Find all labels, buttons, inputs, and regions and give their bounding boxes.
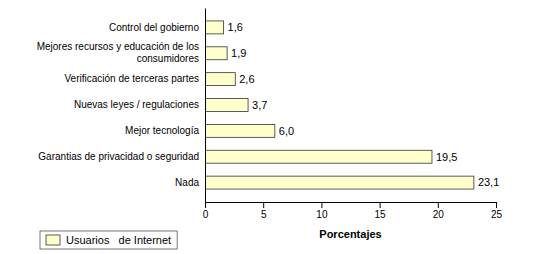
x-tick: 25 <box>491 202 503 220</box>
x-tick-mark <box>205 202 206 208</box>
data-labels: 23,1 19,5 6,0 3,7 2,6 1,9 1,6 <box>228 21 500 188</box>
legend-frame <box>40 231 177 249</box>
x-tick: 15 <box>375 202 387 220</box>
chart: 23,1 19,5 6,0 3,7 2,6 1,9 1,6 0 5 10 15 20 25 Nada Gar… <box>0 0 536 254</box>
x-tick-mark <box>380 202 381 208</box>
y-tick-label: Verificación de terceras partes <box>64 73 199 84</box>
y-tick-label-line: Verificación de terceras partes <box>64 73 199 84</box>
y-tick: Mejor tecnología <box>125 125 199 136</box>
y-tick-label: Mejor tecnología <box>125 125 199 136</box>
x-axis-title: Porcentajes <box>319 228 381 240</box>
x-tick: 20 <box>433 202 445 220</box>
x-axis: 0 5 10 15 20 25 <box>203 202 503 220</box>
y-tick-label: Garantias de privacidad o seguridad <box>38 151 199 162</box>
y-tick-label-line: Nada <box>175 177 199 188</box>
data-label: 2,6 <box>239 73 254 85</box>
data-label: 3,7 <box>252 99 267 111</box>
data-label: 19,5 <box>436 151 457 163</box>
bar <box>205 124 275 137</box>
bar <box>205 176 474 189</box>
y-tick-label-line: Control del gobierno <box>109 22 199 33</box>
plot: 23,1 19,5 6,0 3,7 2,6 1,9 1,6 0 5 10 15 20 25 Nada Gar… <box>37 9 503 221</box>
y-tick-label-line: Garantias de privacidad o seguridad <box>38 151 199 162</box>
y-axis: Nada Garantias de privacidad o seguridad M… <box>37 9 206 203</box>
legend-item: Usuarios de Internet <box>46 234 171 246</box>
x-tick-label: 20 <box>433 209 445 220</box>
y-tick-label-line: Mejor tecnología <box>125 125 199 136</box>
y-tick: Control del gobierno <box>109 22 199 33</box>
x-tick: 0 <box>203 202 209 220</box>
y-tick-label: Control del gobierno <box>109 22 199 33</box>
x-tick-label: 15 <box>375 209 387 220</box>
data-label: 23,1 <box>478 176 499 188</box>
y-tick: Mejores recursos y educación de losconsu… <box>37 41 199 64</box>
bar <box>205 99 248 112</box>
x-tick-mark <box>438 202 439 208</box>
x-tick-label: 10 <box>316 209 328 220</box>
x-tick: 10 <box>316 202 328 220</box>
y-tick: Nuevas leyes / regulaciones <box>74 99 199 110</box>
x-tick-label: 5 <box>261 209 267 220</box>
y-axis-line <box>205 9 206 203</box>
legend-label: Usuarios de Internet <box>66 234 171 246</box>
x-tick-mark <box>321 202 322 208</box>
data-label: 6,0 <box>279 125 294 137</box>
y-tick-label: Nada <box>175 177 199 188</box>
y-tick-label-line: Nuevas leyes / regulaciones <box>74 99 199 110</box>
x-tick-label: 25 <box>491 209 503 220</box>
bar <box>205 150 432 163</box>
bar <box>205 21 224 34</box>
x-tick-mark <box>496 202 497 208</box>
y-tick-label-line: consumidores <box>137 53 199 64</box>
data-label: 1,9 <box>231 47 246 59</box>
legend-swatch <box>46 235 60 245</box>
bar <box>205 47 227 60</box>
x-axis-line <box>206 203 497 209</box>
x-tick: 5 <box>261 202 267 220</box>
legend: Usuarios de Internet <box>40 231 177 249</box>
x-tick-label: 0 <box>203 209 209 220</box>
y-tick-label: Mejores recursos y educación de losconsu… <box>37 41 199 64</box>
bars <box>205 21 474 189</box>
y-tick: Garantias de privacidad o seguridad <box>38 151 199 162</box>
x-tick-mark <box>263 202 264 208</box>
data-label: 1,6 <box>228 21 243 33</box>
y-tick-label-line: Mejores recursos y educación de los <box>37 41 199 52</box>
bar <box>205 73 235 86</box>
y-tick: Nada <box>175 177 199 188</box>
y-tick-label: Nuevas leyes / regulaciones <box>74 99 199 110</box>
y-tick: Verificación de terceras partes <box>64 73 199 84</box>
